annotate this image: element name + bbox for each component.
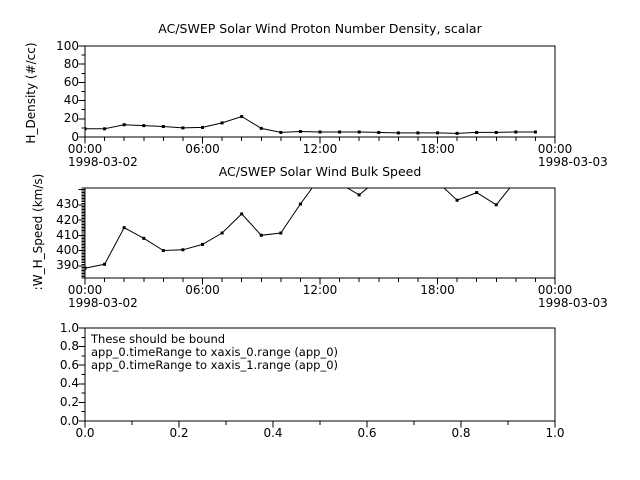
data-point (201, 242, 204, 246)
data-series (85, 115, 537, 135)
x-tick-label: 18:00 (420, 283, 455, 297)
data-point (338, 130, 342, 134)
density-yaxis-label: H_Density (#/cc) (24, 42, 38, 144)
y-tick-label: 420 (56, 212, 79, 227)
annotation-line-2: app_0.timeRange to xaxis_0.range (app_0) (91, 345, 339, 359)
x-tick-label: 00:00 (537, 142, 573, 156)
data-point (396, 131, 400, 135)
end-date-label: 1998-03-03 (538, 155, 608, 169)
data-point (338, 184, 341, 185)
x-tick-label: 1.0 (545, 426, 565, 440)
data-line (85, 115, 536, 134)
data-point (161, 125, 165, 129)
x-tick-label: 0.0 (75, 426, 95, 440)
data-point (142, 236, 146, 240)
x-tick-label: 0.8 (451, 426, 471, 440)
speed-plot-title: AC/SWEP Solar Wind Bulk Speed (218, 164, 422, 179)
y-tick-label: 0.0 (59, 413, 79, 428)
plot-frame (84, 187, 556, 279)
y-tick-label: 430 (56, 197, 79, 212)
x-tick-label: 12:00 (302, 142, 338, 156)
x-tick-label: 00:00 (67, 142, 103, 156)
data-point (455, 131, 459, 135)
data-point (357, 130, 361, 134)
data-point (494, 130, 498, 134)
annotation-line-3: app_0.timeRange to xaxis_1.range (app_0) (91, 358, 339, 372)
data-point (494, 203, 498, 207)
x-tick-label: 06:00 (185, 142, 220, 156)
y-tick-label: 0.4 (59, 376, 79, 391)
density-plot-title: AC/SWEP Solar Wind Proton Number Density… (158, 21, 482, 36)
start-date-label: 1998-03-02 (68, 296, 138, 310)
data-point (455, 198, 459, 202)
y-tick-label: 400 (56, 243, 79, 258)
data-point (514, 130, 518, 134)
x-tick-label: 0.6 (357, 426, 377, 440)
start-date-label: 1998-03-02 (68, 155, 138, 169)
data-point (475, 130, 479, 134)
y-tick-label: 60 (63, 74, 79, 89)
x-tick-label: 00:00 (67, 283, 103, 297)
data-point (377, 130, 381, 134)
data-point (161, 249, 165, 253)
data-point (279, 231, 283, 235)
data-point (181, 126, 185, 130)
plot-frame (84, 45, 556, 138)
speed-plot-area[interactable] (55, 184, 567, 292)
y-tick-label: 40 (63, 93, 79, 108)
data-point (259, 233, 263, 237)
x-tick-label: 06:00 (185, 283, 220, 297)
binding-annotation[interactable]: These should be bound app_0.timeRange to… (91, 333, 338, 372)
plot-frame (84, 327, 556, 422)
annotation-line-1: These should be bound (91, 332, 226, 346)
empty-plot-area[interactable] (55, 324, 567, 435)
end-date-label: 1998-03-03 (538, 296, 608, 310)
y-tick-label: 410 (56, 227, 79, 242)
data-point (298, 130, 302, 134)
y-tick-label: 0.2 (59, 394, 79, 409)
y-tick-label: 1.0 (59, 320, 79, 335)
data-point (240, 212, 244, 216)
data-point (85, 266, 87, 270)
data-point (142, 124, 146, 128)
x-tick-label: 0.4 (263, 426, 283, 440)
data-point (533, 130, 537, 134)
density-plot-area[interactable] (55, 42, 567, 151)
data-point (279, 130, 283, 134)
y-tick-label: 80 (63, 56, 79, 71)
data-point (436, 131, 439, 135)
data-point (220, 231, 224, 235)
speed-yaxis-label: :W_H_Speed (km/s) (31, 173, 45, 291)
data-point (181, 248, 185, 252)
x-tick-label: 18:00 (420, 142, 455, 156)
data-point (416, 131, 420, 135)
data-point (122, 123, 126, 127)
data-point (357, 193, 361, 197)
y-tick-label: 100 (56, 38, 79, 53)
x-tick-label: 0.2 (169, 426, 189, 440)
data-point (201, 125, 204, 129)
y-tick-label: 0 (71, 129, 79, 144)
data-line (85, 188, 511, 269)
data-point (103, 262, 107, 266)
data-point (475, 191, 479, 195)
data-point (240, 115, 244, 119)
data-series (85, 184, 511, 270)
x-tick-label: 00:00 (537, 283, 573, 297)
y-tick-label: 20 (63, 111, 79, 126)
y-tick-label: 390 (56, 258, 79, 273)
y-tick-label: 0.6 (59, 357, 79, 372)
data-point (259, 126, 263, 130)
data-point (122, 226, 126, 230)
data-point (103, 127, 107, 131)
data-point (298, 202, 302, 206)
y-tick-label: 0.8 (59, 339, 79, 354)
data-point (318, 130, 322, 134)
data-point (85, 127, 87, 131)
data-point (220, 121, 224, 125)
x-tick-label: 12:00 (302, 283, 338, 297)
